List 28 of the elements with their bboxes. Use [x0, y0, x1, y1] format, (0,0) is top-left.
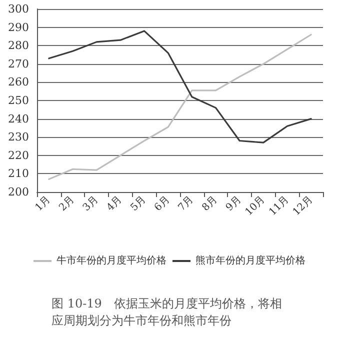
y-tick-label: 270	[8, 57, 29, 70]
y-tick-label: 280	[8, 39, 29, 52]
y-tick-label: 220	[8, 148, 29, 162]
y-tick-label: 250	[8, 94, 29, 107]
x-tick-label: 3月	[81, 194, 100, 214]
x-tick-label: 12月	[291, 194, 315, 218]
y-tick-label: 300	[8, 2, 29, 16]
legend-label: 牛市年份的月度平均价格	[56, 254, 166, 266]
x-tick-label: 1月	[33, 194, 53, 214]
y-tick-label: 240	[8, 112, 29, 126]
x-tick-label: 10月	[243, 194, 268, 218]
x-tick-label: 4月	[104, 194, 124, 214]
x-tick-label: 6月	[152, 194, 172, 214]
x-tick-label: 9月	[224, 194, 244, 214]
y-tick-label: 230	[8, 130, 29, 144]
x-tick-label: 7月	[176, 194, 196, 214]
x-tick-label: 5月	[128, 194, 148, 214]
x-tick-label: 8月	[200, 194, 220, 214]
x-tick-label: 2月	[57, 194, 77, 214]
y-tick-label: 210	[8, 167, 29, 180]
legend-label: 熊市年份的月度平均价格	[196, 254, 306, 266]
y-tick-label: 200	[8, 186, 29, 198]
y-tick-label: 260	[8, 76, 29, 89]
x-tick-label: 11月	[267, 194, 292, 218]
line-series	[48, 34, 312, 180]
caption: 图 10-19 依据玉米的月度平均价格，将相应周期划分为牛市年份和熊市年份	[52, 296, 282, 328]
line-series	[48, 30, 312, 144]
y-tick-label: 290	[8, 20, 29, 34]
